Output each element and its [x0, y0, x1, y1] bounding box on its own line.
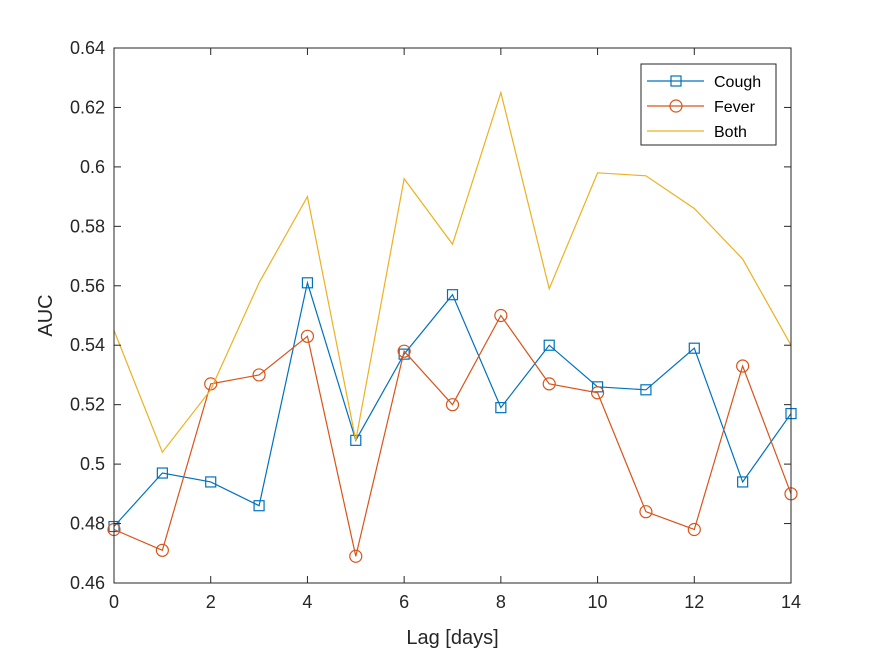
- x-tick-label: 12: [684, 592, 704, 612]
- y-tick-label: 0.64: [70, 38, 105, 58]
- data-point-fever: [542, 377, 556, 391]
- y-tick-label: 0.56: [70, 276, 105, 296]
- ticks-layer: 0 2 4 6 8 10 12 14 0.46 0.48 0.5 0.52 0.54 0.56 0.58 0.…: [70, 38, 801, 612]
- data-point-fever: [397, 344, 411, 358]
- x-tick-label: 14: [781, 592, 801, 612]
- data-point-fever: [349, 549, 363, 563]
- data-point-cough: [205, 476, 217, 488]
- data-point-cough: [688, 342, 700, 354]
- series-layer: [107, 90, 798, 563]
- legend-item-fever: Fever: [647, 99, 756, 116]
- legend-marker: [670, 75, 682, 87]
- data-point-cough: [253, 500, 265, 512]
- data-point-cough: [737, 476, 749, 488]
- series-line-cough: [113, 280, 792, 527]
- y-tick-label: 0.6: [80, 157, 105, 177]
- x-tick-label: 2: [206, 592, 216, 612]
- data-point-fever: [300, 329, 315, 343]
- data-point-fever: [639, 505, 653, 519]
- data-point-cough: [640, 384, 652, 396]
- series-both: [113, 90, 792, 454]
- data-point-cough: [543, 339, 555, 351]
- y-tick-label: 0.52: [70, 395, 105, 415]
- series-cough: [108, 277, 797, 533]
- data-point-cough: [446, 289, 459, 301]
- x-tick-label: 6: [399, 592, 409, 612]
- x-tick-label: 10: [588, 592, 608, 612]
- y-tick-label: 0.54: [70, 335, 105, 355]
- legend-item-both: Both: [647, 124, 747, 141]
- y-axis-label: AUC: [35, 294, 57, 336]
- legend-item-cough: Cough: [647, 74, 761, 91]
- x-tick-label: 0: [109, 592, 119, 612]
- x-axis-label: Lag [days]: [406, 627, 498, 649]
- data-point-fever: [590, 386, 605, 400]
- data-point-cough: [301, 277, 314, 289]
- series-line-fever: [113, 314, 792, 557]
- y-tick-label: 0.58: [70, 216, 105, 236]
- data-point-fever: [155, 543, 169, 557]
- data-point-cough: [591, 381, 604, 393]
- axes-box: [113, 47, 792, 584]
- legend-label: Cough: [714, 74, 761, 91]
- legend-marker: [669, 99, 683, 113]
- y-tick-label: 0.46: [70, 573, 105, 593]
- legend-label: Fever: [714, 99, 756, 116]
- data-point-cough: [495, 402, 507, 414]
- y-tick-label: 0.5: [80, 454, 105, 474]
- y-tick-label: 0.48: [70, 514, 105, 534]
- series-line-both: [113, 90, 792, 454]
- data-point-fever: [736, 359, 750, 373]
- data-point-fever: [445, 398, 460, 412]
- data-point-fever: [252, 368, 266, 382]
- legend: Cough Fever Both: [640, 63, 777, 146]
- data-point-fever: [494, 308, 508, 323]
- legend-label: Both: [714, 124, 747, 141]
- data-point-cough: [156, 467, 168, 479]
- data-point-fever: [687, 522, 701, 537]
- x-tick-label: 4: [302, 592, 312, 612]
- data-point-cough: [350, 434, 362, 446]
- y-tick-label: 0.62: [70, 97, 105, 117]
- x-tick-label: 8: [496, 592, 506, 612]
